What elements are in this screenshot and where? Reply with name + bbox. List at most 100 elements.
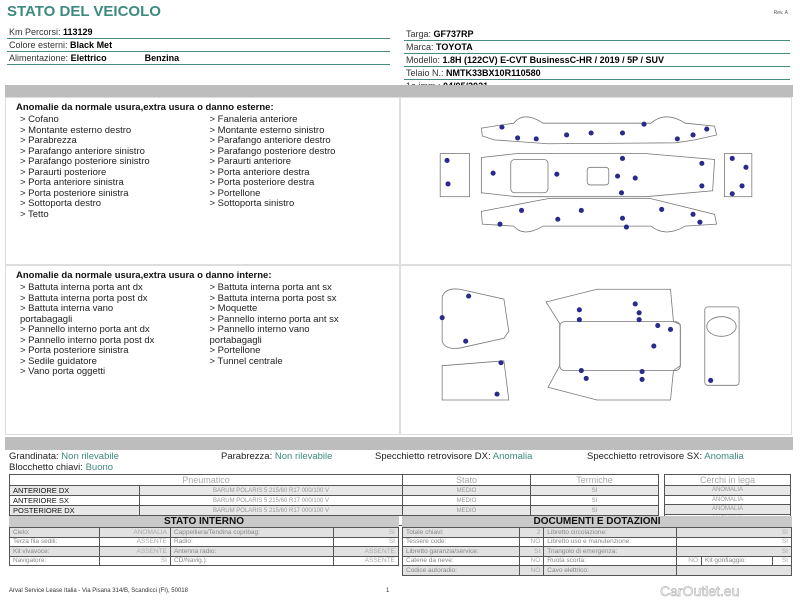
km-row: Km Percorsi: 113129 [7, 26, 390, 39]
divider-bar [5, 85, 793, 97]
list-item: > Paraurti anteriore [209, 156, 292, 167]
damage-marker [576, 317, 582, 323]
mirror-dx-value: Anomalia [492, 451, 533, 462]
brand-value: TOYOTA [436, 42, 473, 52]
damage-marker [623, 224, 629, 230]
label: Catene da neve: [402, 555, 520, 566]
list-item: > Vano porta oggetti [20, 366, 106, 377]
value: SI [518, 546, 545, 557]
rim-state: ANOMALIA [664, 485, 791, 496]
list-item: > Battuta interna vano [20, 303, 114, 314]
damage-marker [619, 215, 626, 221]
label: Libretto circolazione: [543, 527, 678, 538]
divider-bar [5, 437, 793, 450]
value: SI [676, 527, 792, 538]
col-header: Stato [402, 474, 531, 486]
list-item: > Porta anteriore destra [209, 166, 310, 178]
plate-value: GF737RP [433, 29, 474, 39]
damage-marker [619, 130, 626, 136]
value: NO [518, 555, 545, 566]
vehicle-info-right: Targa: GF737RP Marca: TOYOTA Modello: 1.… [404, 28, 790, 93]
tire-state: MEDIO [402, 505, 531, 516]
damage-marker [578, 207, 584, 213]
table-row: ANOMALIA [664, 494, 791, 505]
list-item: > Sottoporta destro [20, 198, 102, 209]
exterior-damage-list: Anomalie da normale usura,extra usura o … [5, 97, 400, 265]
damage-marker [636, 310, 642, 316]
table-row: Cielo: ANOMALIA Cappelliera/Tendina coprib… [9, 527, 400, 538]
damage-marker [498, 360, 504, 366]
checks: Grandinata: Non rilevabile Parabrezza: N… [9, 451, 799, 473]
fuel-value-2: Benzina [144, 53, 180, 63]
car-exterior-diagram [439, 116, 753, 233]
damage-marker [564, 132, 570, 138]
exterior-diagram [400, 97, 792, 265]
list-item: > Sedile guidatore [20, 355, 97, 367]
damage-marker [615, 173, 621, 179]
damage-marker [708, 377, 714, 383]
label: Navigatore: [9, 555, 100, 566]
label: Ruota scorta: [543, 555, 678, 566]
label: Tessere code: [402, 536, 520, 547]
label: Kit gonfiaggio: [701, 555, 773, 566]
list-item: portabagagli [20, 313, 73, 325]
label: Specchietto retrovisore SX: [587, 451, 703, 462]
value: SI [332, 536, 400, 547]
interior-col-1: > Battuta interna porta ant dx > Battuta … [20, 282, 210, 378]
value: NO [676, 555, 702, 566]
label: Parabrezza: [221, 451, 273, 462]
damage-marker [704, 126, 710, 132]
damage-marker [690, 211, 696, 217]
list-item: > Tetto [20, 208, 49, 220]
damage-marker [632, 175, 638, 181]
damage-marker [636, 317, 642, 323]
list-item: > Pannello interno porta ant sx [209, 313, 339, 325]
damage-marker [518, 207, 525, 213]
value: SI [676, 536, 792, 547]
damage-marker [674, 136, 680, 142]
value: ASSENTE [98, 536, 171, 547]
damage-marker [444, 157, 450, 163]
damage-marker [497, 221, 503, 227]
list-item: > Sottoporta sinistro [209, 198, 295, 209]
col-header: Termiche [530, 474, 659, 486]
table-row: ANOMALIA [664, 485, 791, 496]
model-row: Modello: 1.8H (122CV) E-CVT BusinessC-HR… [404, 54, 790, 67]
fuel-row: Alimentazione: Elettrico Benzina [7, 52, 390, 65]
label: Alimentazione: [9, 53, 69, 63]
value: SI [676, 546, 792, 557]
damage-marker [494, 391, 500, 397]
value: SI [98, 555, 171, 566]
table-row: Kit vivavoce: ASSENTE Antenna radio: ASSENT… [9, 546, 400, 557]
col-header: Cerchi in lega [664, 474, 791, 486]
list-item: > Battuta interna porta post sx [209, 292, 337, 304]
watermark-logo: CarOutlet.eu [660, 583, 740, 599]
label: Cavo elettrico: [543, 565, 678, 576]
tire-thermal: SI [530, 485, 659, 496]
list-item: > Parafango posteriore destro [209, 145, 336, 157]
damage-marker [655, 322, 661, 329]
label: Targa: [406, 29, 432, 39]
rim-state: ANOMALIA [664, 494, 791, 505]
damage-marker [699, 160, 705, 166]
hail-value: Non rilevabile [61, 451, 119, 462]
list-item: > Porta anteriore sinistra [20, 177, 124, 188]
list-item: > Tunnel centrale [209, 355, 283, 367]
page-title: STATO DEL VEICOLO [7, 3, 161, 20]
damage-marker [699, 183, 705, 189]
tire-position: ANTERIORE DX [9, 485, 140, 496]
tire-position: ANTERIORE SX [9, 495, 140, 506]
label: Terza fila sedili: [9, 536, 100, 547]
damage-marker [499, 124, 505, 130]
keys-value: Buono [85, 462, 114, 473]
documenti-dotazioni: DOCUMENTI E DOTAZIONI Totale chiavi: 2 Lib… [402, 516, 793, 576]
list-item: > Portellone [209, 187, 261, 199]
damage-marker [588, 130, 594, 136]
damage-marker [667, 326, 674, 332]
tire-model: BARUM POLARIS 5 215/60 R17 000/100 V [139, 505, 403, 516]
value: 2 [518, 527, 545, 538]
tire-state: MEDIO [402, 495, 531, 506]
list-item: > Pannello interno porta post dx [20, 334, 155, 346]
mirror-sx-value: Anomalia [704, 451, 744, 462]
damage-marker [697, 219, 703, 225]
